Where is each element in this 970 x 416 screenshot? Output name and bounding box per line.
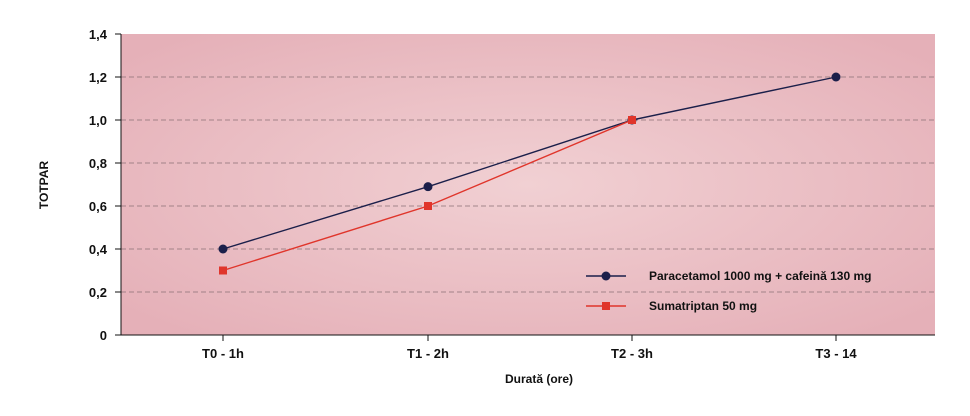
x-tick-label: T3 - 14 xyxy=(815,346,857,361)
y-tick-labels: 0 0,2 0,4 0,6 0,8 1,0 1,2 1,4 xyxy=(89,27,108,343)
data-point xyxy=(831,72,841,82)
legend-label: Sumatriptan 50 mg xyxy=(649,299,757,313)
plot-area xyxy=(121,34,935,335)
axes xyxy=(115,33,935,341)
y-tick-label: 0,6 xyxy=(89,199,107,214)
y-tick-label: 0 xyxy=(100,328,107,343)
legend: Paracetamol 1000 mg + cafeină 130 mg Suma… xyxy=(586,269,871,313)
y-tick-label: 1,4 xyxy=(89,27,108,42)
series-line xyxy=(222,76,837,250)
x-axis-title: Durată (ore) xyxy=(505,372,573,386)
y-tick-label: 0,8 xyxy=(89,156,107,171)
y-tick-label: 1,0 xyxy=(89,113,107,128)
series-1 xyxy=(219,116,636,275)
data-point xyxy=(424,202,432,210)
y-tick-label: 0,4 xyxy=(89,242,108,257)
legend-label: Paracetamol 1000 mg + cafeină 130 mg xyxy=(649,269,871,283)
y-tick-label: 0,2 xyxy=(89,285,107,300)
x-tick-label: T1 - 2h xyxy=(407,346,449,361)
y-axis-title: TOTPAR xyxy=(37,161,51,210)
x-tick-label: T2 - 3h xyxy=(611,346,653,361)
legend-item: Paracetamol 1000 mg + cafeină 130 mg xyxy=(586,269,871,283)
legend-marker xyxy=(601,271,611,281)
data-point xyxy=(628,116,636,124)
data-point xyxy=(219,266,227,275)
data-point xyxy=(218,244,228,254)
x-tick-labels: T0 - 1h T1 - 2h T2 - 3h T3 - 14 xyxy=(202,346,857,361)
series-0 xyxy=(218,72,841,254)
data-point xyxy=(423,182,433,192)
legend-item: Sumatriptan 50 mg xyxy=(586,299,757,313)
y-tick-label: 1,2 xyxy=(89,70,107,85)
x-tick-label: T0 - 1h xyxy=(202,346,244,361)
series-group xyxy=(218,72,841,275)
legend-marker xyxy=(602,302,610,310)
